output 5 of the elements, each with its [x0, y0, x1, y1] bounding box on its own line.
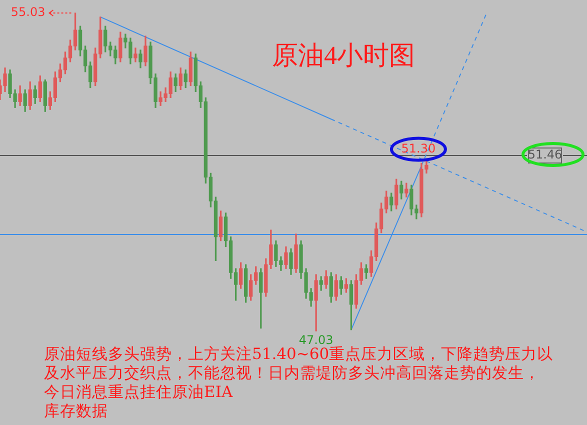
text: 47.03 [298, 333, 334, 348]
annotation: 51.30 [401, 141, 436, 156]
annotation: 55.03 [10, 5, 46, 20]
text: 原油4小时图 [272, 40, 415, 72]
text: 原油短线多头强势，上方关注51.40~60重点压力区域，下降趋势压力以及水平压力交织点，不能忽视！日内需堤防多头冲高回落走势的发生，今日消息重点挂住原油EIA 库存数据 [44, 345, 554, 421]
